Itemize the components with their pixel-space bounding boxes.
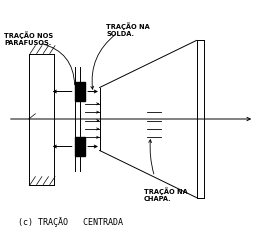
Bar xyxy=(75,137,85,156)
Text: TRAÇÃO NOS
PARAFUSOS.: TRAÇÃO NOS PARAFUSOS. xyxy=(4,31,53,46)
Text: TRAÇÃO NA
CHAPA.: TRAÇÃO NA CHAPA. xyxy=(144,187,188,202)
Bar xyxy=(75,82,85,101)
Text: TRAÇÃO NA
SOLDA.: TRAÇÃO NA SOLDA. xyxy=(106,22,150,37)
Text: (c) TRAÇÃO   CENTRADA: (c) TRAÇÃO CENTRADA xyxy=(18,218,123,228)
